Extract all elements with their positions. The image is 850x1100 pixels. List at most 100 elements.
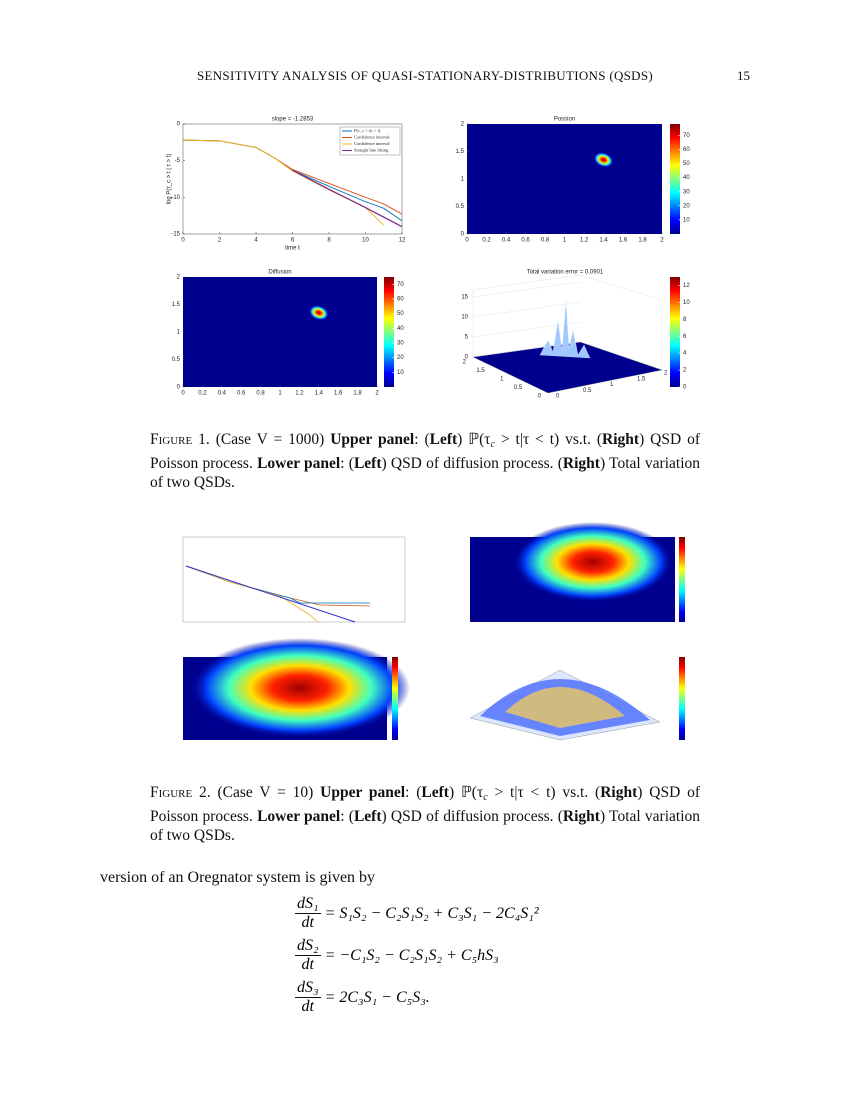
legend-label: P(τ_c > t|τ > t): [354, 128, 381, 133]
colorbar-label: 0: [683, 385, 687, 391]
x-tick-label: 0: [181, 238, 185, 244]
x-tick-label: 2: [664, 371, 668, 377]
denominator: dt: [301, 956, 314, 973]
colorbar-label: 30: [397, 341, 404, 347]
x-tick-label: 2: [375, 391, 379, 397]
colorbar-label: 60: [397, 297, 404, 303]
figure2-graphics: [182, 522, 685, 741]
y-tick-label: 0.5: [514, 385, 523, 391]
colorbar: [384, 277, 394, 387]
y-tick-label: 1: [461, 177, 465, 183]
plot-title: Possion: [554, 117, 575, 123]
equation: dS₃ dt = 2C₃S₁ − C₅S₃.: [295, 979, 430, 1016]
caption-segment: ) QSD of diffusion process. (: [381, 808, 563, 825]
colorbar: [670, 277, 680, 387]
heatmap-bg: [467, 124, 662, 234]
colorbar-label: 20: [397, 355, 404, 361]
colorbar-label: 10: [397, 370, 404, 376]
colorbar-label: 8: [683, 317, 687, 323]
caption-segment: : (: [340, 808, 354, 825]
y-tick-label: -5: [175, 158, 181, 164]
x-tick-label: 1.8: [353, 391, 362, 397]
y-tick-label: 0.5: [456, 204, 465, 210]
caption-segment: c: [490, 439, 495, 450]
colorbar-label: 50: [683, 161, 690, 167]
denominator: dt: [301, 914, 314, 931]
y-tick-label: 0: [177, 385, 181, 391]
y-tick-label: 1: [500, 377, 504, 383]
y-tick-label: 0.5: [172, 357, 181, 363]
legend-label: Straight line fitting: [354, 148, 389, 153]
caption-segment: ) ℙ(τ: [448, 784, 484, 801]
colorbar-label: 40: [683, 175, 690, 181]
x-tick-label: 0.2: [198, 391, 207, 397]
x-tick-label: 2: [218, 238, 222, 244]
x-tick-label: 1.8: [638, 238, 647, 244]
plot-frame: [182, 123, 403, 235]
x-tick-label: 1: [563, 238, 567, 244]
y-tick-label: 2: [463, 360, 467, 366]
caption-segment: > t|τ < t) vs.t. (: [487, 784, 601, 801]
x-tick-label: 6: [291, 238, 295, 244]
legend-label: Confidence interval: [354, 141, 390, 146]
caption-segment: ) ℙ(τ: [457, 431, 491, 448]
caption-segment: ) QSD of diffusion process. (: [381, 455, 563, 472]
x-tick-label: 0: [181, 391, 185, 397]
x-tick-label: 0: [465, 238, 469, 244]
z-grid: [472, 321, 581, 338]
page-number: 15: [737, 68, 750, 83]
y-axis-label: log P(τ_c > t | τ > t): [167, 154, 173, 205]
caption-segment: Left: [421, 784, 449, 801]
caption-segment: (Case V = 1000): [209, 431, 331, 448]
caption-segment: Figure 1.: [150, 431, 210, 448]
caption-segment: Right: [602, 431, 640, 448]
x-tick-label: 1: [610, 382, 614, 388]
colorbar-label: 20: [683, 203, 690, 209]
numerator: dS₃: [295, 979, 321, 998]
x-tick-label: 1.6: [334, 391, 343, 397]
caption-segment: ) QSD of Poisson process.: [150, 784, 701, 825]
y-tick-label: -15: [171, 232, 180, 238]
y-tick-label: 0: [538, 394, 542, 400]
colorbar-label: 50: [397, 311, 404, 317]
colorbar-label: 30: [683, 189, 690, 195]
caption-segment: Left: [429, 431, 458, 448]
y-tick-label: 1.5: [476, 368, 485, 374]
caption-segment: Right: [562, 455, 600, 472]
x-tick-label: 1.2: [295, 391, 304, 397]
equation: dS₂ dt = −C₁S₂ − C₂S₁S₂ + C₅hS₃: [295, 937, 499, 974]
equation-rhs: = 2C₃S₁ − C₅S₃.: [324, 988, 430, 1006]
series-line: [292, 169, 403, 228]
colorbar-label: 2: [683, 368, 687, 374]
caption-segment: ) Total variation of two QSDs.: [150, 808, 701, 844]
z-grid: [472, 301, 581, 318]
fraction: dS₃ dt: [295, 979, 321, 1016]
x-tick-label: 1: [278, 391, 282, 397]
x-axis-label: time t: [285, 246, 300, 252]
x-tick-label: 0.6: [237, 391, 246, 397]
colorbar-label: 12: [683, 283, 690, 289]
y-tick-label: -10: [171, 195, 180, 201]
x-tick-label: 0.8: [541, 238, 550, 244]
heatmap-bg: [183, 277, 377, 387]
caption-segment: : (: [414, 431, 430, 448]
plot-title: slope = -1.2853: [272, 117, 314, 123]
denominator: dt: [301, 998, 314, 1015]
surface-peaks: [539, 299, 591, 359]
legend: [339, 126, 401, 156]
y-tick-label: 2: [461, 122, 465, 128]
z-tick-label: 0: [465, 355, 469, 361]
fraction: dS₁ dt: [295, 895, 321, 932]
colorbar-label: 40: [397, 326, 404, 332]
colorbar-label: 6: [683, 334, 687, 340]
caption-segment: : (: [405, 784, 422, 801]
z-tick-label: 10: [461, 315, 468, 321]
z-grid: [472, 341, 581, 358]
numerator: dS₁: [295, 895, 321, 914]
colorbar-label: 70: [397, 282, 404, 288]
caption-segment: Left: [353, 455, 382, 472]
plot-title: Total variation error = 0.0901: [527, 270, 604, 276]
x-tick-label: 0: [556, 394, 560, 400]
x-tick-label: 2: [660, 238, 664, 244]
